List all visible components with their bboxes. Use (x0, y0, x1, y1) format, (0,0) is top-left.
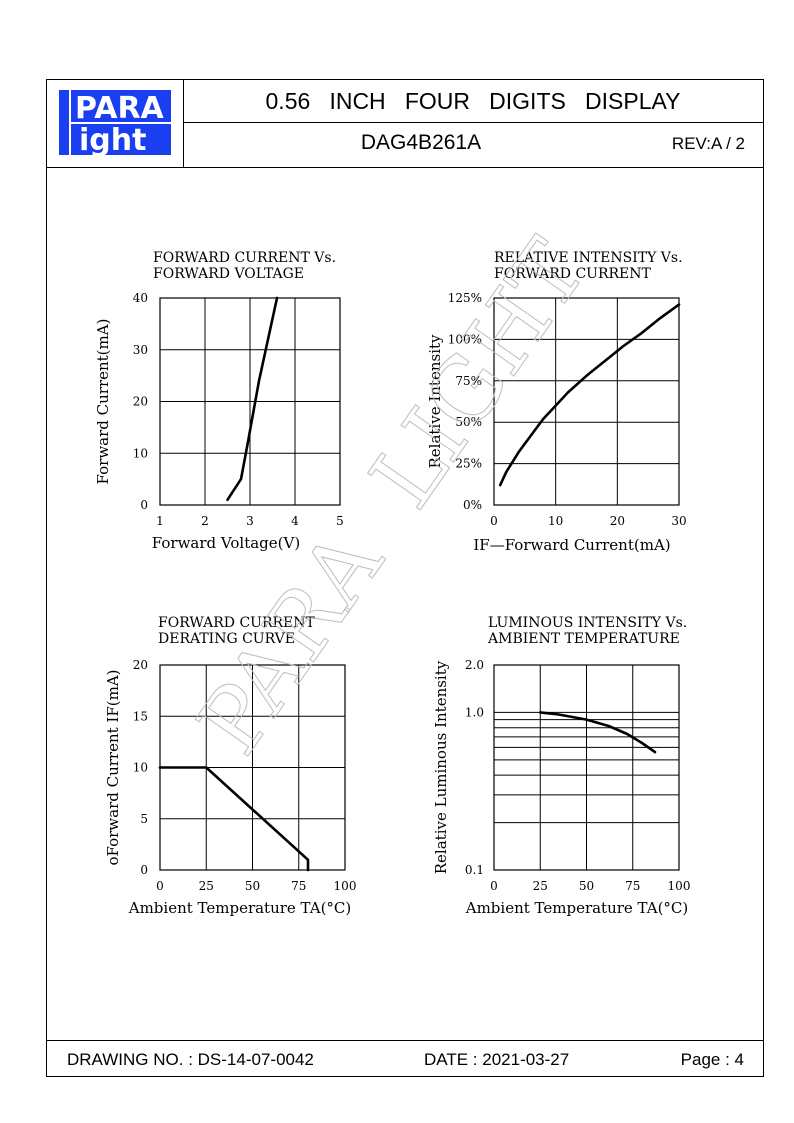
y-tick-label: 40 (133, 291, 148, 305)
y-tick-label: 0.1 (465, 863, 484, 877)
y-tick-label: 5 (140, 812, 148, 826)
y-tick-label: 2.0 (465, 658, 484, 672)
y-tick-label: 30 (133, 343, 148, 357)
x-tick-label: 0 (490, 514, 498, 528)
y-tick-label: 1.0 (465, 705, 484, 719)
x-axis-label: Ambient Temperature TA(°C) (128, 899, 352, 917)
drawing-number: DRAWING NO. : DS-14-07-0042 (67, 1050, 314, 1069)
chart-title: FORWARD CURRENT (158, 615, 316, 631)
y-tick-label: 10 (133, 761, 148, 775)
document-date: DATE : 2021-03-27 (424, 1050, 570, 1069)
x-tick-label: 10 (548, 514, 563, 528)
y-axis-label: Relative Luminous Intensity (432, 660, 450, 874)
part-number: DAG4B261A (360, 131, 482, 154)
x-tick-label: 75 (291, 879, 306, 893)
header-divider-mid (183, 122, 764, 123)
chart-title: LUMINOUS INTENSITY Vs. (488, 615, 687, 631)
x-tick-label: 30 (671, 514, 686, 528)
page-frame (46, 79, 764, 1077)
y-tick-label: 0% (463, 498, 482, 512)
page-title: 0.56 INCH FOUR DIGITS DISPLAY (265, 88, 681, 114)
chart-subtitle: FORWARD CURRENT (494, 266, 652, 282)
y-tick-label: 15 (133, 709, 148, 723)
x-tick-label: 20 (610, 514, 625, 528)
revision-label: REV:A / 2 (671, 134, 745, 153)
chart-subtitle: FORWARD VOLTAGE (153, 266, 304, 282)
y-tick-label: 50% (455, 415, 482, 429)
y-tick-label: 10 (133, 446, 148, 460)
para-light-logo: PARA ight (57, 87, 173, 158)
x-axis-label: Forward Voltage(V) (152, 534, 300, 552)
x-tick-label: 2 (201, 514, 209, 528)
y-tick-label: 125% (448, 291, 482, 305)
header-divider-bottom (46, 167, 764, 168)
x-tick-label: 3 (246, 514, 254, 528)
series-line-0 (226, 296, 279, 502)
page-number: Page : 4 (680, 1050, 744, 1069)
chart-title: FORWARD CURRENT Vs. (153, 250, 336, 266)
header-divider-vertical (183, 79, 184, 167)
logo-text-bottom: ight (79, 123, 146, 156)
x-tick-label: 0 (490, 879, 498, 893)
y-tick-label: 20 (133, 658, 148, 672)
y-axis-label: Relative Intensity (426, 334, 444, 469)
series-line-0 (158, 766, 310, 872)
series-line-0 (538, 711, 657, 754)
y-axis-label: Forward Current(mA) (94, 319, 112, 485)
x-tick-label: 4 (291, 514, 299, 528)
y-axis-label: oForward Current IF(mA) (104, 669, 122, 865)
series-line-0 (498, 303, 681, 487)
y-tick-label: 0 (140, 498, 148, 512)
x-axis-label: Ambient Temperature TA(°C) (465, 899, 689, 917)
y-tick-label: 0 (140, 863, 148, 877)
chart-subtitle: DERATING CURVE (158, 631, 295, 647)
y-tick-label: 20 (133, 395, 148, 409)
x-tick-label: 50 (245, 879, 260, 893)
y-tick-label: 25% (455, 457, 482, 471)
x-tick-label: 25 (199, 879, 214, 893)
watermark-text: PARA LIGHT (178, 222, 606, 772)
x-tick-label: 100 (334, 879, 357, 893)
x-tick-label: 25 (533, 879, 548, 893)
x-tick-label: 100 (668, 879, 691, 893)
chart-title: RELATIVE INTENSITY Vs. (494, 250, 683, 266)
x-axis-label: IF—Forward Current(mA) (473, 536, 670, 554)
y-tick-label: 75% (455, 374, 482, 388)
x-tick-label: 75 (625, 879, 640, 893)
footer-divider (46, 1040, 764, 1041)
x-tick-label: 0 (156, 879, 164, 893)
plot-area-1 (493, 297, 680, 506)
logo-text-top: PARA (75, 91, 165, 126)
x-tick-label: 5 (336, 514, 344, 528)
x-tick-label: 50 (579, 879, 594, 893)
chart-subtitle: AMBIENT TEMPERATURE (487, 631, 680, 647)
x-tick-label: 1 (156, 514, 164, 528)
y-tick-label: 100% (448, 332, 482, 346)
